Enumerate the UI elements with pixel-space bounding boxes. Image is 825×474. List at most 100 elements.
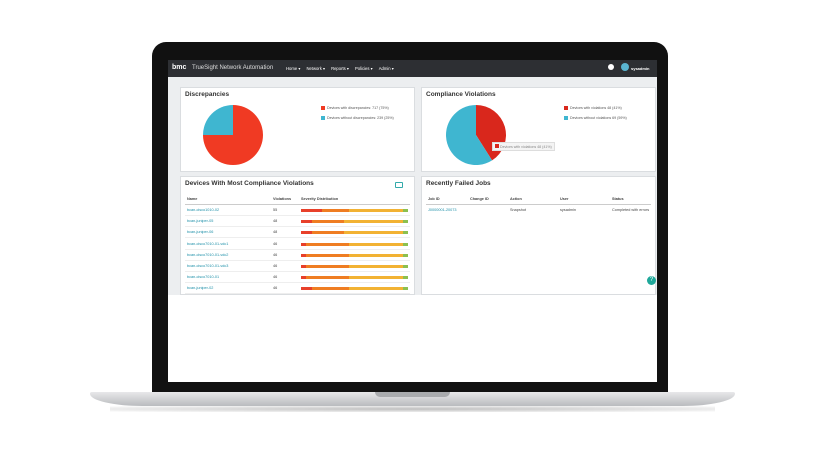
legend-label: Devices with discrepancies: 717 (75%) — [327, 106, 389, 110]
pie-chart — [203, 105, 263, 165]
column-header: Change ID — [470, 197, 489, 201]
navbar: bmc TrueSight Network Automation Home ▾ N… — [168, 60, 657, 77]
legend-swatch — [564, 106, 568, 110]
product-name: TrueSight Network Automation — [192, 65, 274, 71]
devices-panel: Devices With Most Compliance Violations … — [180, 176, 415, 295]
menu: Home ▾ Network ▾ Reports ▾ Policies ▾ Admin … — [286, 66, 394, 71]
violations: 48 — [273, 230, 278, 235]
severity-segment — [402, 231, 408, 235]
severity-segment — [306, 265, 350, 268]
legend-label: Devices without violations 69 (59%) — [570, 116, 627, 120]
menu-item[interactable]: Home ▾ — [286, 66, 301, 71]
pie-slice — [446, 105, 493, 165]
help-icon[interactable] — [608, 64, 614, 70]
severity-segment — [349, 265, 403, 268]
brand-logo[interactable]: bmc — [172, 64, 187, 71]
device-link[interactable]: bcan-cisco7010-01 — [187, 275, 220, 280]
severity-segment — [311, 231, 344, 235]
discrepancies-panel: Discrepancies Devices with discrepancies… — [180, 87, 415, 172]
column-header: User — [560, 197, 569, 201]
device-link[interactable]: bcan-cisco7010-01-vdc2 — [187, 252, 229, 257]
menu-item[interactable]: Network ▾ — [306, 66, 326, 71]
severity-bar — [301, 220, 408, 224]
help-button[interactable]: ? — [647, 276, 656, 285]
severity-segment — [301, 287, 312, 291]
header-rule — [426, 204, 651, 205]
device-link[interactable]: bcan-juniper-06 — [187, 230, 214, 235]
violations: 48 — [273, 219, 278, 224]
severity-segment — [349, 242, 403, 246]
violations: 46 — [273, 241, 278, 246]
avatar[interactable] — [621, 63, 629, 71]
severity-segment — [349, 209, 403, 212]
pie-slice — [203, 105, 233, 135]
legend-label: Devices without discrepancies: 239 (25%) — [327, 116, 394, 120]
severity-segment — [349, 253, 403, 257]
column-header: Job ID — [428, 197, 440, 201]
severity-segment — [301, 209, 323, 212]
job-link[interactable]: J0000001-20073 — [428, 208, 457, 212]
panel-title: Compliance Violations — [426, 91, 496, 98]
severity-segment — [301, 276, 307, 280]
header-rule — [185, 204, 410, 205]
severity-segment — [301, 220, 312, 224]
severity-bar — [301, 253, 408, 257]
pie-chart — [446, 105, 506, 165]
column-header: Name — [187, 197, 198, 201]
severity-segment — [402, 209, 408, 212]
column-header: Violations — [273, 197, 292, 201]
laptop-notch — [375, 392, 450, 397]
row-rule — [185, 259, 410, 261]
legend-swatch — [321, 106, 325, 110]
severity-bar — [301, 209, 408, 212]
options-icon[interactable] — [395, 182, 403, 188]
severity-segment — [322, 209, 350, 212]
severity-segment — [301, 242, 307, 246]
severity-segment — [301, 265, 307, 268]
devices-table: Name Violations Severity Distribution bcan-… — [181, 195, 414, 295]
severity-segment — [301, 253, 307, 257]
violations: 46 — [273, 252, 278, 257]
severity-segment — [402, 287, 408, 291]
menu-item[interactable]: Admin ▾ — [378, 66, 394, 71]
severity-bar — [301, 265, 408, 268]
device-link[interactable]: bcan-juniper-05 — [187, 219, 214, 224]
severity-segment — [402, 220, 408, 224]
dashboard: Discrepancies Devices with discrepancies… — [168, 77, 657, 295]
severity-segment — [343, 231, 403, 235]
failed-jobs-panel: Recently Failed Jobs Job ID Change ID Acti… — [421, 176, 656, 295]
column-header: Severity Distribution — [301, 197, 339, 201]
violations: 55 — [273, 208, 278, 212]
row-rule — [185, 271, 410, 272]
violations: 46 — [273, 286, 278, 291]
severity-bar — [301, 242, 408, 246]
severity-segment — [402, 265, 408, 268]
severity-bar — [301, 276, 408, 280]
severity-segment — [306, 242, 350, 246]
legend-label: Devices with violations 48 (41%) — [570, 106, 622, 110]
severity-segment — [301, 231, 312, 235]
severity-bar — [301, 231, 408, 235]
compliance-panel: Compliance Violations Devices with viola… — [421, 87, 656, 172]
severity-segment — [349, 276, 403, 280]
menu-item[interactable]: Reports ▾ — [331, 66, 349, 71]
device-link[interactable]: bcan-cisco7010-01-vdc1 — [187, 241, 229, 246]
device-link[interactable]: bcan-cisco7010-01-vdc3 — [187, 264, 229, 268]
tooltip-text: Devices with violations 48 (41%) — [500, 145, 552, 149]
device-link[interactable]: bcan-cisco1010-02 — [187, 208, 220, 212]
legend: Devices with discrepancies: 717 (75%) Dev… — [321, 106, 394, 126]
severity-segment — [311, 220, 344, 224]
menu-item[interactable]: Policies ▾ — [355, 66, 373, 71]
device-link[interactable]: bcan-juniper-02 — [187, 286, 214, 291]
severity-segment — [311, 287, 350, 291]
severity-bar — [301, 287, 408, 291]
screen: bmc TrueSight Network Automation Home ▾ N… — [168, 60, 657, 382]
column-header: Action — [510, 197, 522, 201]
panel-title: Discrepancies — [185, 91, 230, 98]
panel-title: Recently Failed Jobs — [426, 180, 491, 187]
legend-item: Devices with violations 48 (41%) — [564, 106, 627, 110]
user-name[interactable]: sysadmin — [631, 66, 650, 71]
row-rule — [185, 237, 410, 239]
severity-segment — [343, 220, 403, 224]
